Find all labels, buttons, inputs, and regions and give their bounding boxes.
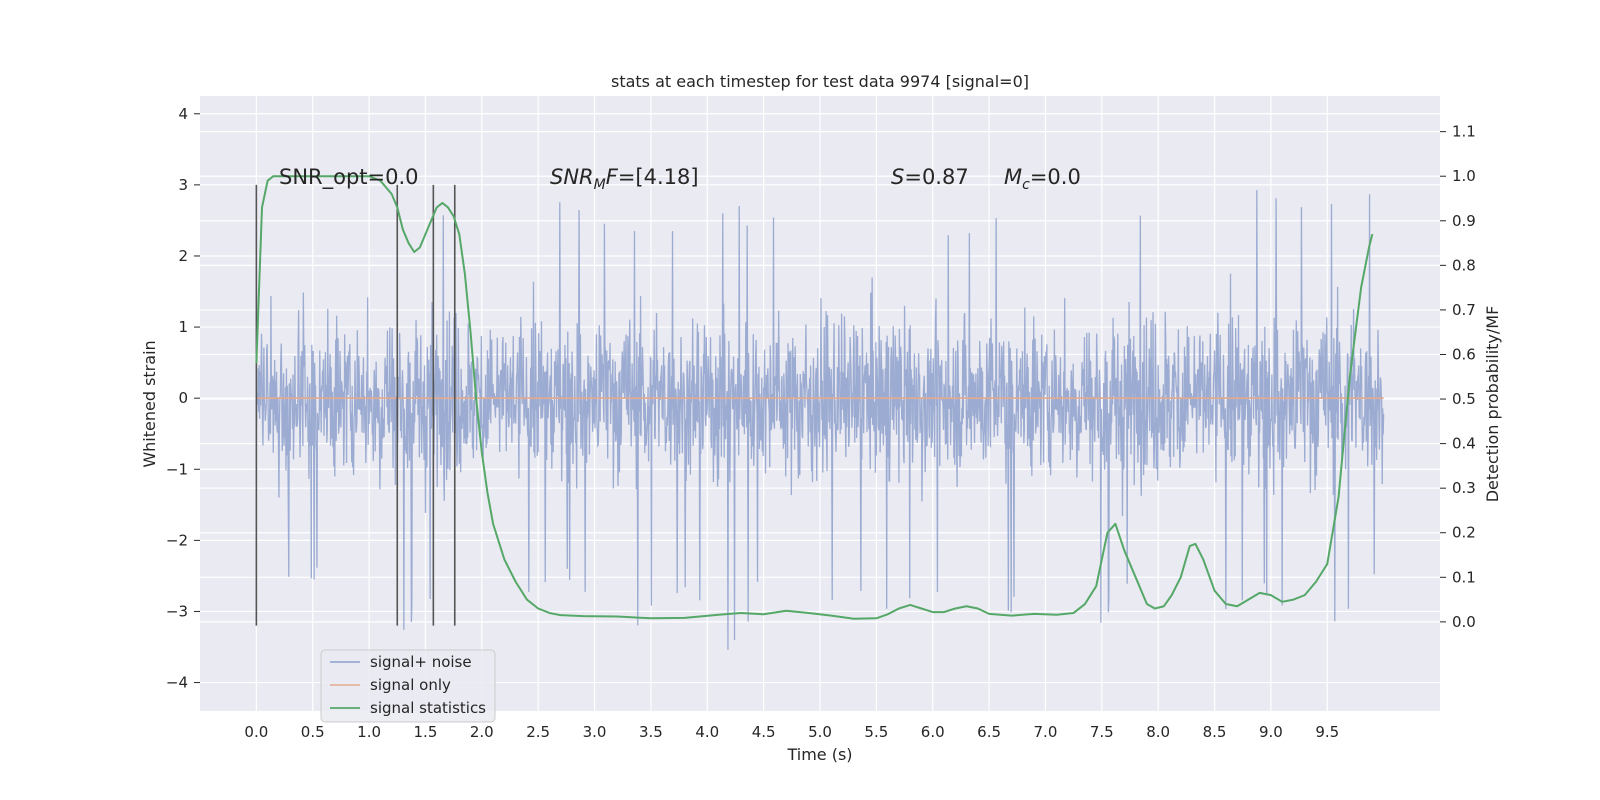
x-tick-label: 1.0: [357, 723, 381, 741]
x-tick-label: 4.0: [695, 723, 719, 741]
y-tick-label: 0: [178, 389, 188, 407]
x-tick-label: 7.5: [1090, 723, 1114, 741]
signal-noise-series: [255, 190, 1385, 650]
x-tick-label: 8.5: [1203, 723, 1227, 741]
x-tick-label: 3.5: [639, 723, 663, 741]
x-tick-label: 6.5: [977, 723, 1001, 741]
snr-mf-annotation: SNRMF=[4.18]: [550, 165, 699, 193]
y-axis-label: Whitened strain: [140, 340, 159, 467]
legend: signal+ noise signal only signal statist…: [320, 649, 496, 723]
annotations: SNR_opt=0.0 SNRMF=[4.18] S=0.87 Mc=0.0: [279, 165, 1081, 193]
y2-tick-label: 0.4: [1452, 435, 1476, 453]
y2-axis-label: Detection probability/MF: [1483, 306, 1502, 503]
y2-tick-label: 0.2: [1452, 524, 1476, 542]
signal-noise-line: [255, 190, 1385, 650]
y2-tick-label: 0.5: [1452, 390, 1476, 408]
snr-opt-annotation: SNR_opt=0.0: [279, 165, 419, 190]
x-axis-label: Time (s): [786, 745, 852, 764]
legend-label-signal-only: signal only: [370, 676, 451, 694]
legend-label-signal-noise: signal+ noise: [370, 653, 472, 671]
legend-box: [320, 649, 496, 723]
x-tick-label: 2.0: [470, 723, 494, 741]
y2-tick-label: 0.3: [1452, 479, 1476, 497]
y-tick-label: −2: [166, 531, 188, 549]
x-tick-label: 5.0: [808, 723, 832, 741]
x-tick-label: 0.5: [301, 723, 325, 741]
x-tick-label: 3.0: [583, 723, 607, 741]
signal-statistics-series: [255, 175, 1374, 620]
y-tick-label: −4: [166, 674, 188, 692]
x-tick-label: 9.5: [1315, 723, 1339, 741]
x-tick-label: 9.0: [1259, 723, 1283, 741]
axis-ticks: 0.0 0.5 1.0 1.5 2.0 2.5 3.0 3.5 4.0 4.5 5.0 5.5 6.0 6…: [166, 105, 1476, 741]
y2-tick-label: 0.1: [1452, 568, 1476, 586]
x-tick-label: 7.0: [1034, 723, 1058, 741]
y-tick-label: −1: [166, 460, 188, 478]
legend-label-signal-statistics: signal statistics: [370, 699, 486, 717]
y2-tick-label: 1.0: [1452, 167, 1476, 185]
chart-title: stats at each timestep for test data 997…: [611, 72, 1029, 91]
signal-statistics-line: [255, 175, 1374, 620]
vertical-markers: [255, 184, 456, 626]
y-tick-label: −3: [166, 602, 188, 620]
x-tick-label: 1.5: [414, 723, 438, 741]
y-tick-label: 2: [178, 247, 188, 265]
x-tick-label: 8.0: [1146, 723, 1170, 741]
y-tick-label: 4: [178, 105, 188, 123]
y2-tick-label: 0.0: [1452, 613, 1476, 631]
y2-tick-label: 0.9: [1452, 212, 1476, 230]
y2-tick-label: 0.6: [1452, 345, 1476, 363]
mc-annotation: Mc=0.0: [1004, 165, 1081, 193]
x-tick-label: 6.0: [921, 723, 945, 741]
x-tick-label: 5.5: [864, 723, 888, 741]
x-tick-label: 0.0: [244, 723, 268, 741]
y2-tick-label: 0.8: [1452, 256, 1476, 274]
y2-tick-label: 1.1: [1452, 123, 1476, 141]
x-tick-label: 4.5: [752, 723, 776, 741]
y-tick-label: 3: [178, 176, 188, 194]
y-tick-label: 1: [178, 318, 188, 336]
y2-tick-label: 0.7: [1452, 301, 1476, 319]
s-annotation: S=0.87: [891, 165, 969, 189]
x-tick-label: 2.5: [526, 723, 550, 741]
